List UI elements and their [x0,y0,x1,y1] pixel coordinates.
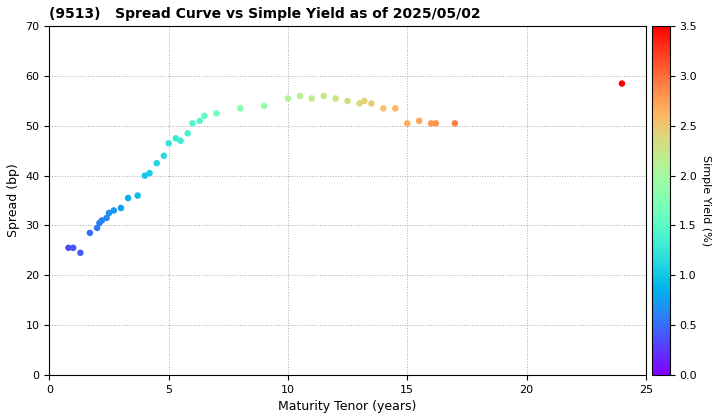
X-axis label: Maturity Tenor (years): Maturity Tenor (years) [279,400,417,413]
Point [186,120,198,127]
Point [210,110,222,117]
Point [194,118,205,124]
Point [306,95,318,102]
Point [63,244,74,251]
Point [163,140,174,147]
Point [366,100,377,107]
Point [359,97,370,104]
Point [122,195,134,202]
Point [132,192,143,199]
Point [282,95,294,102]
Point [151,160,163,167]
Point [258,102,270,109]
Y-axis label: Spread (bp): Spread (bp) [7,164,20,237]
Point [449,120,461,127]
Point [94,220,105,226]
Point [342,97,354,104]
Point [158,152,170,159]
Point [235,105,246,112]
Point [430,120,441,127]
Point [103,210,114,216]
Point [101,215,112,221]
Y-axis label: Simple Yield (%): Simple Yield (%) [701,155,711,246]
Point [426,120,437,127]
Text: (9513)   Spread Curve vs Simple Yield as of 2025/05/02: (9513) Spread Curve vs Simple Yield as o… [50,7,481,21]
Point [199,113,210,119]
Point [108,207,120,214]
Point [616,80,628,87]
Point [377,105,389,112]
Point [75,249,86,256]
Point [91,225,103,231]
Point [354,100,365,107]
Point [96,217,107,224]
Point [330,95,341,102]
Point [390,105,401,112]
Point [144,170,156,176]
Point [182,130,194,136]
Point [318,93,330,100]
Point [115,205,127,211]
Point [402,120,413,127]
Point [294,93,305,100]
Point [175,137,186,144]
Point [68,244,79,251]
Point [139,172,150,179]
Point [84,229,96,236]
Point [170,135,181,142]
Point [413,118,425,124]
